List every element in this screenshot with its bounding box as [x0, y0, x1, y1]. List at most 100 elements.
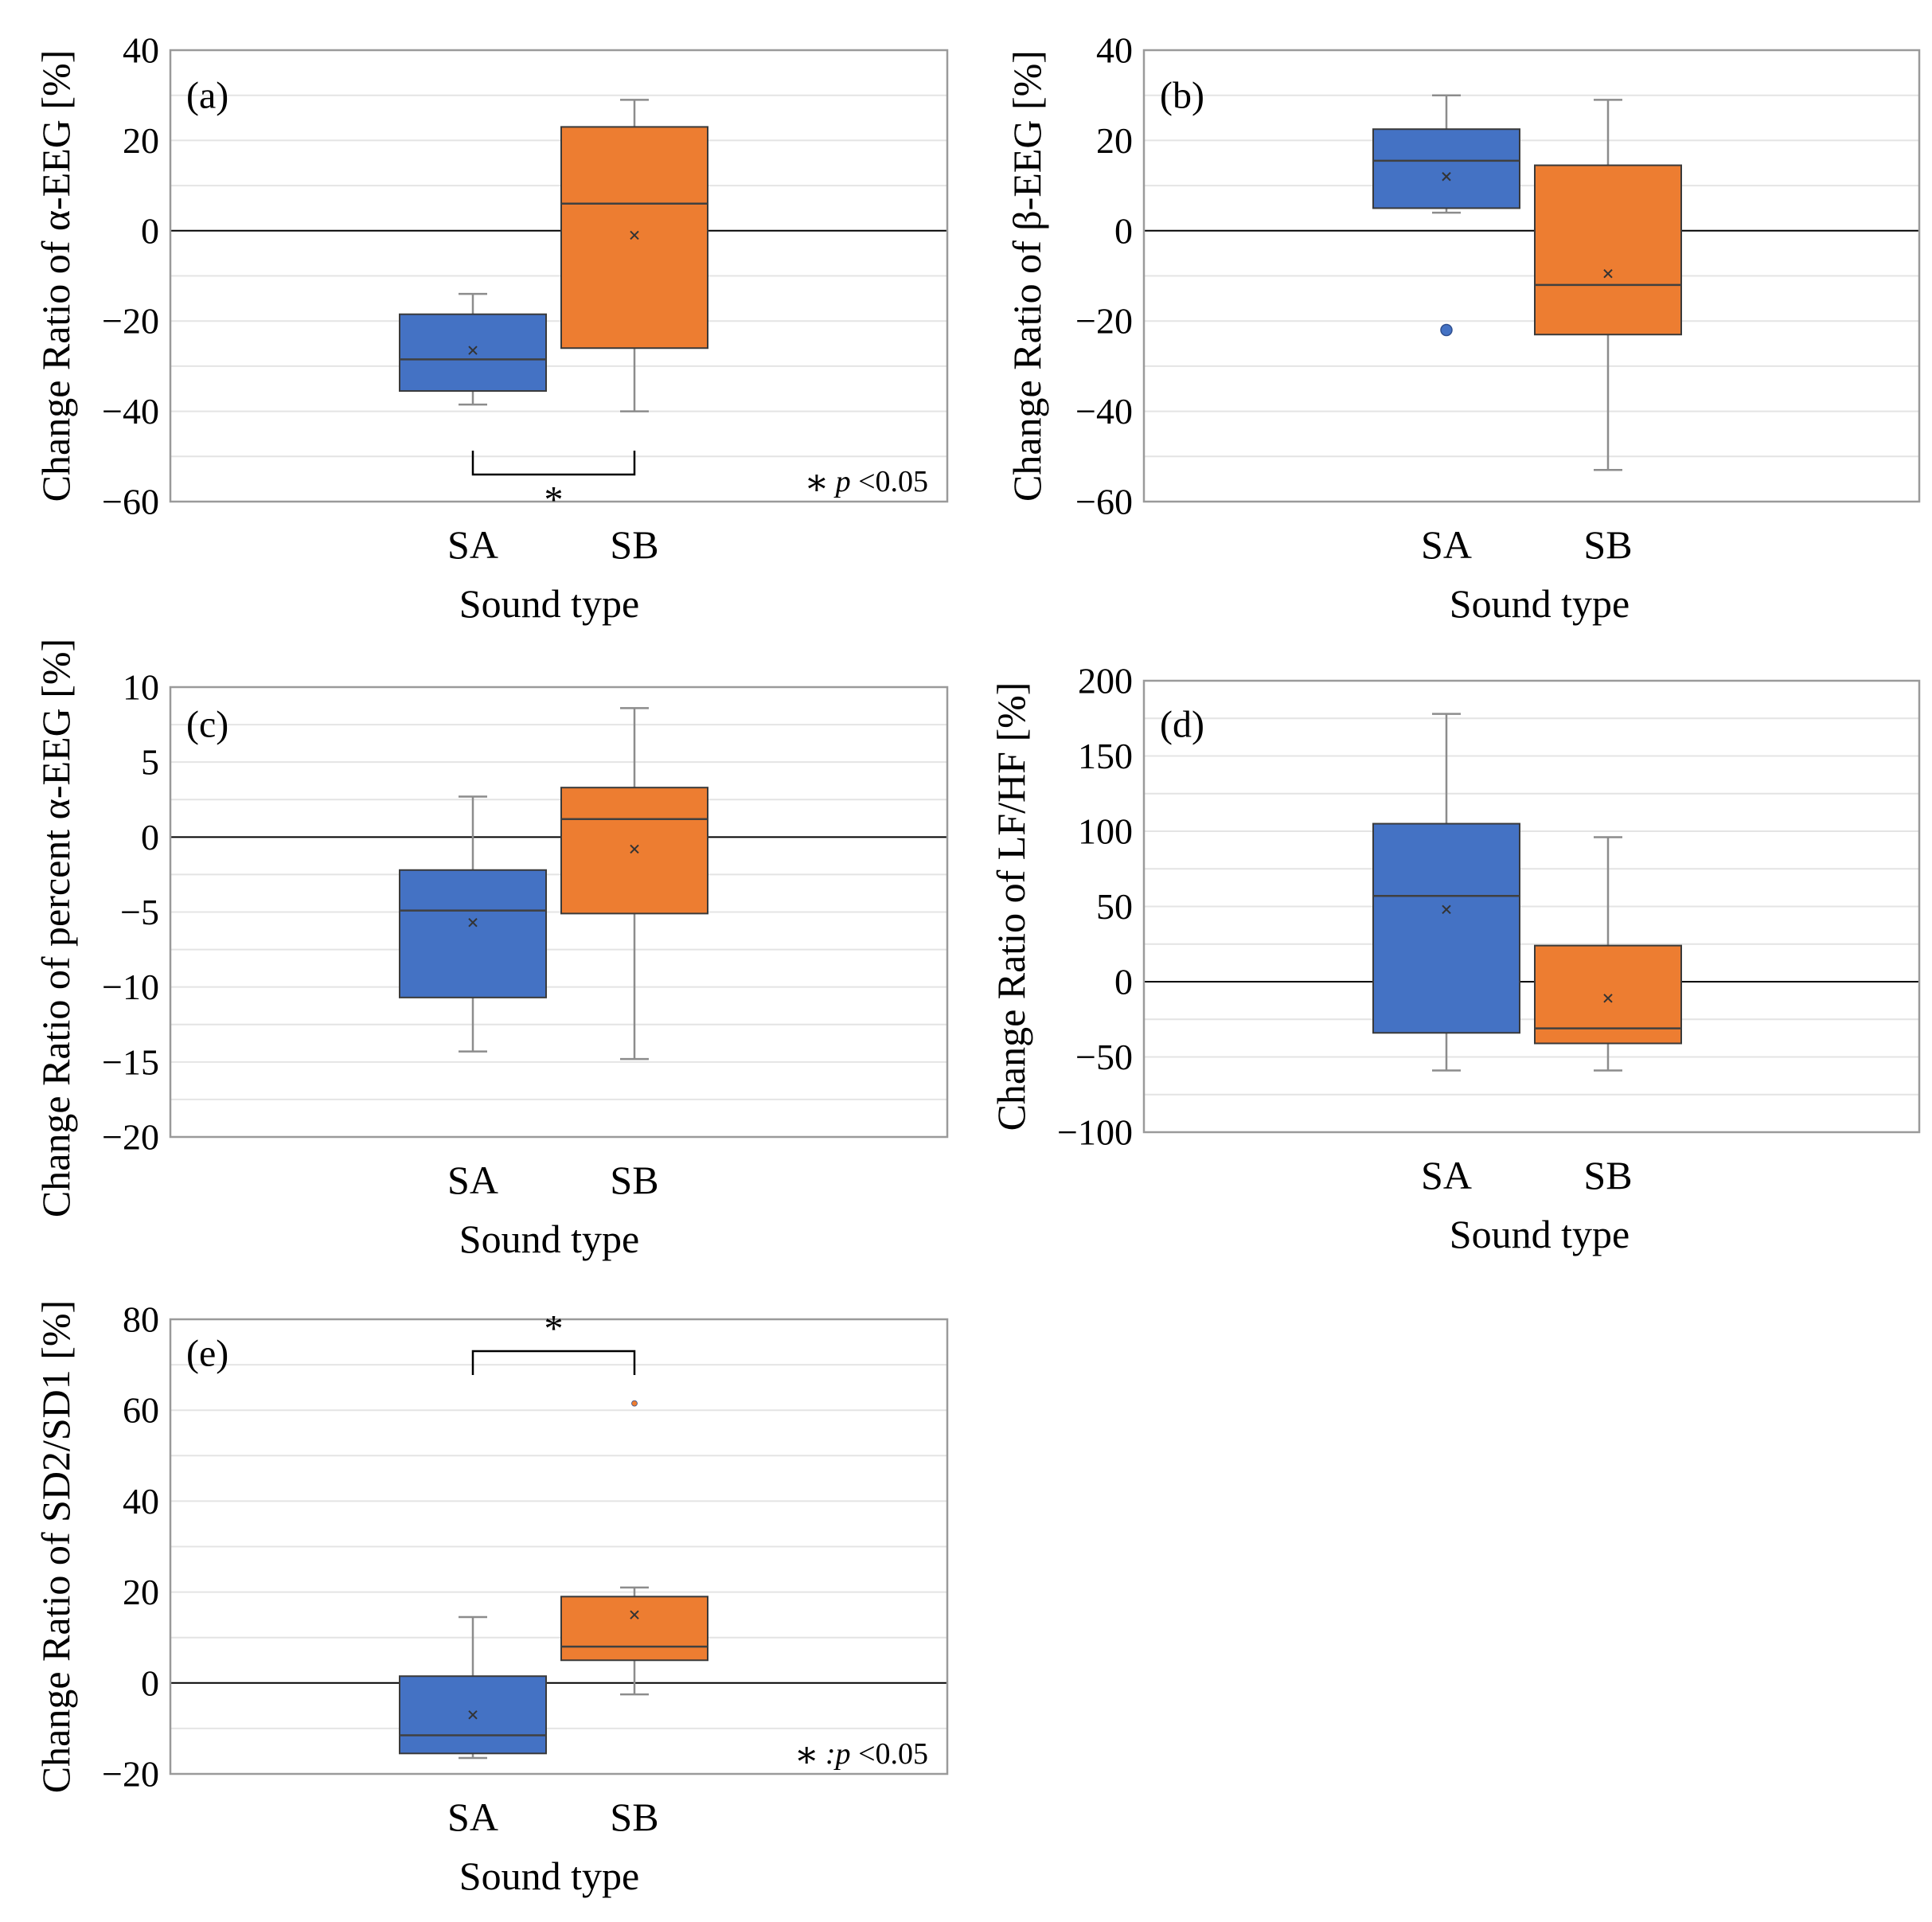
- y-tick-label: −50: [1075, 1037, 1133, 1077]
- x-axis-label: Sound type: [459, 1217, 639, 1261]
- y-tick-label: 20: [123, 120, 159, 161]
- y-tick-label: −60: [102, 482, 159, 522]
- y-tick-label: −15: [102, 1041, 159, 1082]
- y-tick-label: 20: [1096, 120, 1133, 161]
- chart-panel-e: 80 60 40 20 0 −20 SA SB Sound type Change Ratio o…: [33, 1299, 949, 1898]
- plot-frame: [169, 49, 949, 503]
- x-axis-label: Sound type: [459, 1854, 639, 1898]
- y-tick-label: 0: [1114, 210, 1133, 251]
- x-tick-label: SB: [610, 1795, 658, 1839]
- mean-marker: [468, 346, 478, 355]
- box-sa: [1372, 94, 1520, 337]
- x-tick-label: SA: [1421, 522, 1472, 567]
- panel-label: (b): [1160, 75, 1204, 117]
- y-tick-label: −10: [102, 967, 159, 1007]
- mean-marker: [1603, 994, 1613, 1003]
- y-tick-label: 150: [1078, 736, 1133, 776]
- chart-panel-c: 10 5 0 −5 −10 −15 −20 SA SB Sound type Change Rati…: [33, 639, 949, 1261]
- y-tick-label: 60: [123, 1390, 159, 1431]
- mean-marker: [1442, 904, 1451, 914]
- box-sb: [1534, 99, 1682, 471]
- box-sb: [1534, 836, 1682, 1072]
- y-tick-label: 100: [1078, 811, 1133, 852]
- x-tick-label: SA: [447, 1158, 498, 1202]
- y-tick-label: 0: [141, 210, 159, 251]
- significance-bracket: *: [471, 450, 636, 521]
- y-tick-label: 50: [1096, 886, 1133, 927]
- outlier-point: [631, 1400, 638, 1407]
- y-tick-label: −5: [120, 892, 159, 932]
- box-sa: [399, 795, 547, 1053]
- y-tick-label: 40: [123, 30, 159, 71]
- plot-frame: [1142, 49, 1921, 503]
- box-sa: [1372, 713, 1520, 1072]
- significance-bracket: *: [471, 1307, 636, 1375]
- box-iqr: [560, 1596, 708, 1662]
- y-tick-label: 80: [123, 1299, 159, 1340]
- panel-label: (a): [186, 75, 228, 117]
- note-threshold: <0.05: [851, 1737, 928, 1771]
- box-sb: [560, 1400, 708, 1696]
- x-tick-label: SB: [1583, 1153, 1632, 1197]
- x-axis-label: Sound type: [459, 581, 639, 626]
- note-p: p: [833, 465, 851, 498]
- x-axis-label: Sound type: [1450, 581, 1630, 626]
- mean-marker: [1603, 268, 1613, 279]
- mean-marker: [1442, 172, 1451, 182]
- chart-panel-b: 40 20 0 −20 −40 −60 SA SB Sound type Change Ratio…: [1005, 30, 1921, 626]
- y-tick-label: −40: [1075, 391, 1133, 432]
- chart-panel-d: 200 150 100 50 0 −50 −100 SA SB Sound type Change …: [989, 661, 1921, 1256]
- box-iqr: [399, 869, 547, 998]
- y-tick-label: −20: [1075, 301, 1133, 342]
- x-tick-label: SB: [610, 522, 658, 567]
- y-axis-label: Change Ratio of percent α-EEG [%]: [33, 639, 78, 1217]
- y-tick-label: 0: [1114, 962, 1133, 1002]
- y-tick-label: 40: [123, 1481, 159, 1522]
- box-iqr: [399, 313, 547, 393]
- significance-note: ∗:p <0.05: [794, 1734, 928, 1775]
- note-symbol: ∗: [794, 1734, 819, 1775]
- x-tick-label: SA: [447, 1795, 498, 1839]
- note-threshold: <0.05: [851, 465, 928, 498]
- y-tick-label: 0: [141, 1662, 159, 1703]
- x-tick-label: SA: [1421, 1153, 1472, 1197]
- chart-panel-a: 40 20 0 −20 −40 −60 SA SB Sound type Change Ratio…: [33, 30, 949, 626]
- y-tick-label: −20: [102, 1117, 159, 1158]
- x-tick-label: SB: [610, 1158, 658, 1202]
- box-iqr: [1372, 822, 1520, 1034]
- box-iqr: [1534, 164, 1682, 336]
- y-tick-label: 10: [123, 667, 159, 708]
- y-tick-label: −20: [102, 1754, 159, 1795]
- y-axis-label: Change Ratio of LF/HF [%]: [989, 682, 1033, 1131]
- box-sa: [399, 1615, 547, 1760]
- mean-marker: [630, 844, 639, 854]
- y-axis-label: Change Ratio of α-EEG [%]: [33, 50, 78, 502]
- panel-label: (d): [1160, 704, 1204, 746]
- panel-label: (c): [186, 704, 228, 746]
- y-tick-label: −100: [1057, 1112, 1133, 1153]
- x-tick-label: SB: [1583, 522, 1632, 567]
- bracket-line: [471, 450, 636, 476]
- box-sb: [560, 707, 708, 1061]
- mean-marker: [630, 230, 639, 240]
- y-tick-label: −60: [1075, 482, 1133, 522]
- outlier-point: [1440, 323, 1453, 337]
- box-sa: [399, 292, 547, 406]
- y-tick-label: 0: [141, 817, 159, 857]
- y-tick-label: 40: [1096, 30, 1133, 71]
- bracket-line: [471, 1350, 636, 1375]
- y-tick-label: 200: [1078, 661, 1133, 701]
- significance-asterisk: *: [544, 1307, 564, 1350]
- box-iqr: [1372, 128, 1520, 209]
- plot-frame: [169, 1318, 949, 1776]
- x-axis-label: Sound type: [1450, 1212, 1630, 1256]
- box-iqr: [560, 126, 708, 350]
- box-iqr: [560, 787, 708, 915]
- panel-label: (e): [186, 1333, 228, 1375]
- y-tick-label: −20: [102, 301, 159, 342]
- plot-frame: [169, 686, 949, 1139]
- box-iqr: [1534, 944, 1682, 1045]
- y-tick-label: 20: [123, 1572, 159, 1612]
- box-sb: [560, 99, 708, 412]
